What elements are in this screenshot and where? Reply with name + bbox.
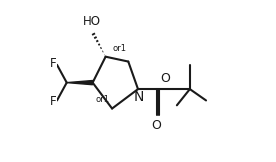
Text: HO: HO — [83, 15, 101, 28]
Text: F: F — [50, 95, 56, 108]
Text: O: O — [161, 72, 171, 85]
Text: or1: or1 — [96, 95, 110, 104]
Text: or1: or1 — [112, 44, 126, 53]
Text: F: F — [50, 58, 56, 70]
Polygon shape — [67, 81, 93, 85]
Text: N: N — [134, 90, 144, 104]
Text: O: O — [152, 119, 161, 132]
